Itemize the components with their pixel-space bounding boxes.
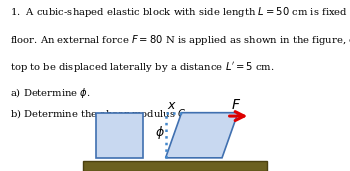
Text: floor. An external force $F = 80$ N is applied as shown in the figure, causing t: floor. An external force $F = 80$ N is a… (10, 33, 350, 47)
Text: $x$: $x$ (167, 99, 176, 112)
Text: top to be displaced laterally by a distance $L^{\prime} = 5$ cm.: top to be displaced laterally by a dista… (10, 60, 275, 74)
Text: $F$: $F$ (231, 98, 242, 112)
Polygon shape (96, 113, 143, 158)
Bar (83, 161, 267, 171)
Text: a) Determine $\phi$.: a) Determine $\phi$. (10, 86, 91, 100)
Polygon shape (166, 113, 238, 158)
Text: b) Determine the shear modulus $C$.: b) Determine the shear modulus $C$. (10, 107, 189, 120)
Text: $\phi$: $\phi$ (155, 124, 164, 141)
Text: 1.  A cubic-shaped elastic block with side length $L = 50$ cm is fixed to the: 1. A cubic-shaped elastic block with sid… (10, 5, 350, 19)
